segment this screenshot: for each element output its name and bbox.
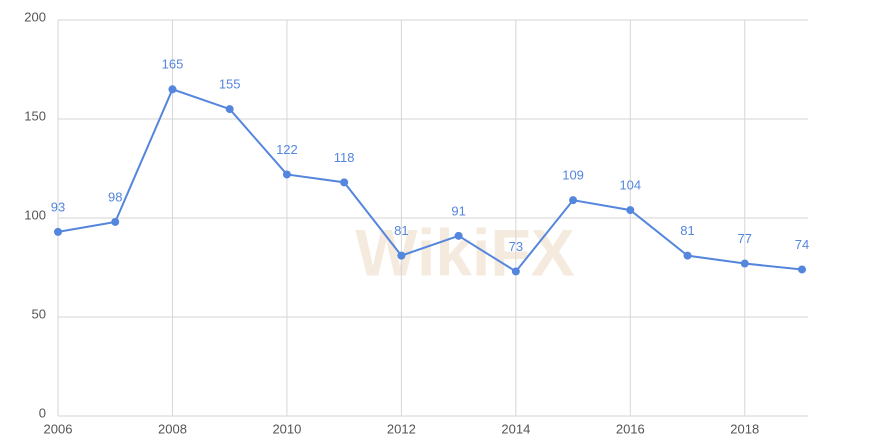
data-label: 93	[51, 199, 65, 214]
data-label: 155	[219, 77, 241, 92]
y-tick-label: 150	[24, 108, 46, 123]
point	[626, 206, 635, 215]
data-label: 77	[738, 231, 752, 246]
y-tick-label: 200	[24, 9, 46, 24]
x-tick-label: 2014	[501, 421, 530, 436]
data-label: 73	[509, 239, 523, 254]
x-tick-label: 2018	[730, 421, 759, 436]
data-label: 98	[108, 189, 122, 204]
point	[454, 231, 463, 240]
point	[511, 267, 520, 276]
x-tick-label: 2016	[616, 421, 645, 436]
point	[397, 251, 406, 260]
point	[225, 105, 234, 114]
data-label: 122	[276, 142, 298, 157]
y-tick-label: 50	[32, 306, 46, 321]
x-tick-label: 2012	[387, 421, 416, 436]
x-tick-label: 2010	[272, 421, 301, 436]
line	[57, 88, 803, 273]
point	[168, 85, 177, 94]
data-label: 165	[162, 57, 184, 72]
point	[111, 217, 120, 226]
point	[54, 227, 62, 236]
point	[340, 178, 349, 187]
data-label: 91	[451, 203, 465, 218]
data-label: 74	[795, 237, 809, 252]
point	[798, 265, 806, 274]
data-label: 81	[394, 223, 408, 238]
data-label: 81	[680, 223, 694, 238]
y-tick-label: 100	[24, 207, 46, 222]
x-tick-label: 2006	[44, 421, 73, 436]
data-label: 109	[562, 168, 584, 183]
point	[683, 251, 692, 260]
data-label: 104	[619, 178, 641, 193]
watermark: WikiFX	[355, 215, 574, 289]
point	[740, 259, 749, 268]
y-tick-label: 0	[39, 405, 46, 420]
point	[282, 170, 291, 179]
x-tick-label: 2008	[158, 421, 187, 436]
data-label: 118	[334, 150, 355, 165]
point	[569, 196, 578, 205]
